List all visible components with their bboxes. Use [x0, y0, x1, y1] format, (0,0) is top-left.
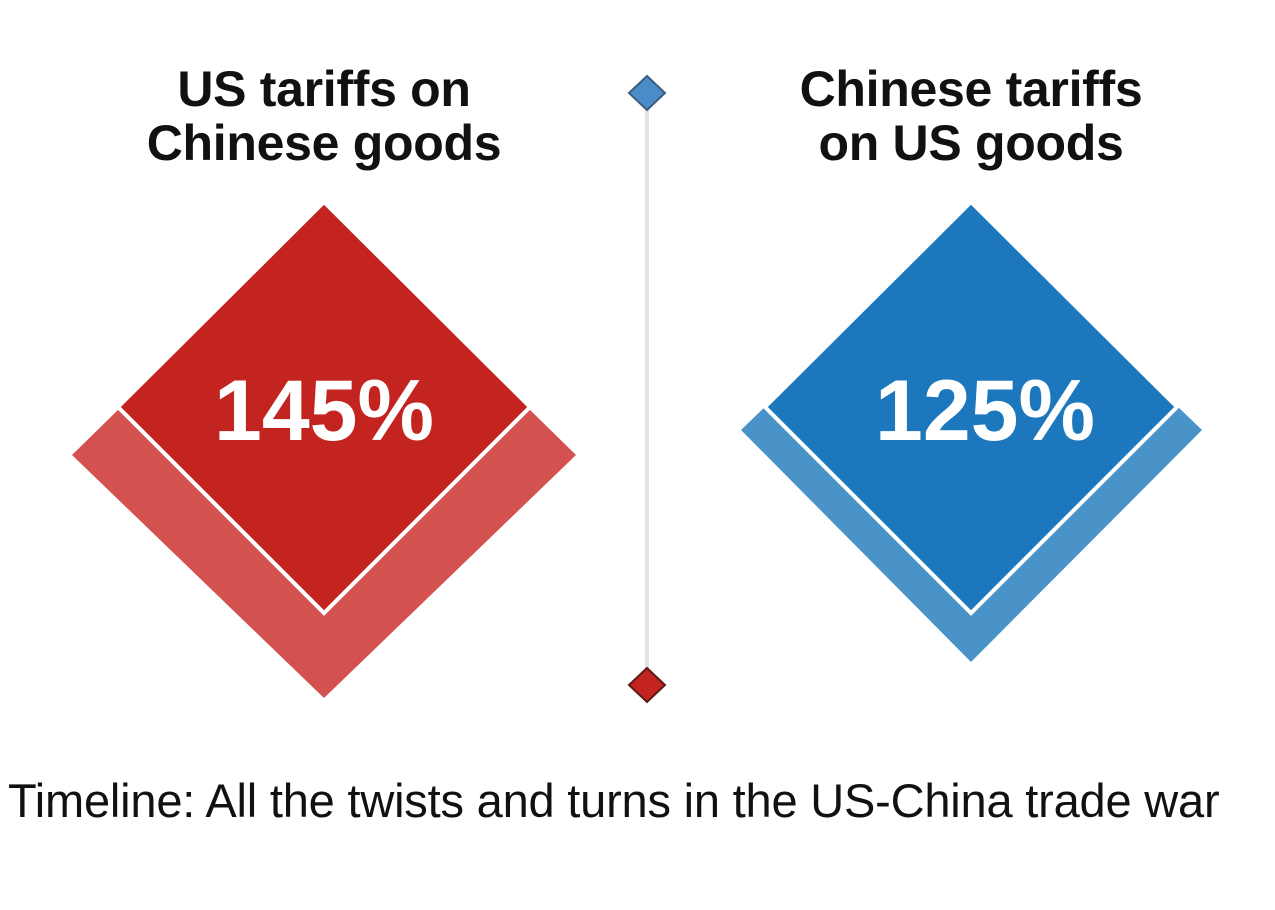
- slider-bottom-handle-icon[interactable]: [627, 666, 667, 704]
- timeline-headline-link[interactable]: Timeline: All the twists and turns in th…: [8, 774, 1220, 827]
- us-tariff-value-label: 145%: [214, 363, 434, 459]
- us-tariffs-title-line-1: US tariffs on: [177, 61, 471, 117]
- chinese-tariffs-title-line-1: Chinese tariffs: [799, 61, 1143, 117]
- slider-top-handle-icon[interactable]: [627, 74, 667, 112]
- chinese-tariffs-title: Chinese tariffs on US goods: [711, 62, 1231, 170]
- chinese-tariff-value-label: 125%: [875, 363, 1095, 459]
- tariff-diamonds-svg: 145% 125%: [72, 74, 1202, 704]
- us-tariffs-title: US tariffs on Chinese goods: [64, 62, 584, 170]
- tariff-graphic: US tariffs on Chinese goods Chinese tari…: [64, 62, 1231, 704]
- us-tariffs-title-line-2: Chinese goods: [146, 115, 502, 171]
- chinese-tariff-diamond: [762, 199, 1180, 616]
- us-tariff-diamond: [115, 199, 533, 616]
- chinese-tariffs-title-line-2: on US goods: [818, 115, 1124, 171]
